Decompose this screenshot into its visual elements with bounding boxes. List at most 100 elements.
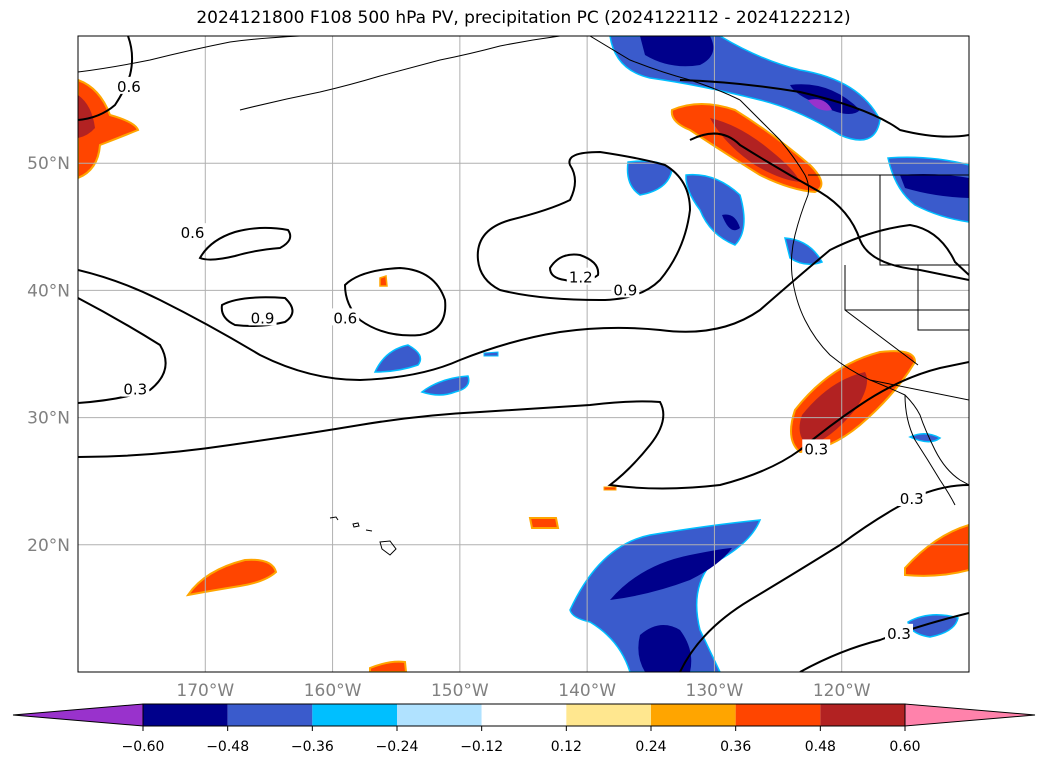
- precip-blob-neg: [900, 174, 969, 198]
- precip-blob-neg: [420, 375, 470, 396]
- precip-blob-neg: [483, 351, 499, 357]
- contour-label-bg: [114, 76, 143, 94]
- gridlines: [78, 36, 969, 672]
- pv-contour-0.3-middle: [78, 297, 167, 404]
- colorbar-bin: [143, 704, 228, 726]
- contour-labels: 0.6 0.6 0.9 0.6 1.2 0.9 0.3 0.3 0.3 0.3: [114, 76, 926, 643]
- border-us-mexico: [869, 379, 969, 401]
- precip-blob-neg: [808, 99, 832, 111]
- colorbar-bin: [735, 704, 821, 726]
- chart-title: 2024121800 F108 500 hPa PV, precipitatio…: [196, 8, 851, 28]
- precip-blob-neg: [722, 214, 740, 231]
- contour-label-bg: [802, 439, 831, 457]
- map-frame: [77, 35, 970, 673]
- colorbar-bin: [820, 704, 905, 726]
- lon-tick-label: 160°W: [304, 681, 362, 701]
- precip-blob-neg: [907, 614, 959, 638]
- precip-blob-neg: [908, 433, 942, 443]
- coastline-baja: [904, 394, 956, 506]
- colorbar-bin: [566, 704, 651, 726]
- colorbar: −0.60 −0.48 −0.36 −0.24 −0.12 0.12 0.24 0.36 0.4…: [12, 703, 1036, 755]
- precip-blob-neg: [638, 625, 692, 672]
- contour-label-bg: [331, 308, 360, 326]
- colorbar-tick-label: 0.60: [889, 739, 920, 755]
- contour-label: 0.6: [117, 78, 141, 96]
- precip-blob-neg: [610, 548, 732, 600]
- colorbar-bin: [651, 704, 736, 726]
- precip-shading: [78, 36, 969, 672]
- contour-label: 0.9: [613, 281, 637, 299]
- precip-blob-neg: [373, 344, 422, 373]
- contour-label-bg: [121, 379, 150, 397]
- lon-tick-label: 150°W: [431, 681, 489, 701]
- lat-tick-label: 20°N: [27, 536, 70, 556]
- contour-label: 0.3: [123, 381, 147, 399]
- contour-label: 0.3: [900, 490, 924, 508]
- hawaii-islands: [329, 516, 397, 556]
- pv-contour-1.2: [548, 253, 600, 283]
- contour-label: 0.3: [804, 440, 828, 458]
- colorbar-extend-min: [12, 703, 144, 727]
- lat-tick-label: 50°N: [27, 154, 70, 174]
- precip-blob-pos: [904, 523, 969, 577]
- lat-tick-label: 40°N: [27, 281, 70, 301]
- colorbar-extend-max: [904, 703, 1036, 727]
- colorbar-bin: [227, 704, 313, 726]
- colorbar-bin: [481, 704, 567, 726]
- contour-label-bg: [611, 280, 640, 298]
- coastlines: [78, 36, 969, 556]
- precip-blob-pos: [799, 372, 868, 446]
- precip-blob-pos: [78, 95, 95, 138]
- colorbar-tick-label: 0.12: [551, 739, 582, 755]
- lon-tick-label: 120°W: [813, 681, 871, 701]
- lon-tick-label: 140°W: [558, 681, 616, 701]
- pv-contour-0.3-ssw: [799, 612, 969, 672]
- contour-label: 0.9: [251, 309, 275, 327]
- contour-label: 0.6: [333, 309, 357, 327]
- precip-blob-pos: [603, 486, 617, 491]
- precip-blob-pos: [185, 558, 278, 597]
- colorbar-frame: [142, 703, 906, 727]
- colorbar-bin: [397, 704, 482, 726]
- contour-label-bg: [884, 623, 913, 641]
- colorbar-tick-label: −0.48: [206, 739, 249, 755]
- border-states: [844, 175, 969, 366]
- colorbar-tick-label: −0.36: [291, 739, 334, 755]
- lat-tick-label: 30°N: [27, 409, 70, 429]
- precip-blob-neg: [784, 237, 824, 265]
- colorbar-tick-label: −0.60: [122, 739, 165, 755]
- pv-contour-0.9-ak: [679, 79, 969, 138]
- pv-contour-0.3-far-north: [78, 223, 969, 382]
- colorbar-tick-label: 0.48: [805, 739, 836, 755]
- contour-label: 1.2: [569, 269, 593, 287]
- contour-label-bg: [897, 489, 926, 507]
- precip-blob-pos: [710, 118, 800, 182]
- contour-label: 0.6: [181, 224, 205, 242]
- pv-contour-0.9-main: [476, 150, 692, 302]
- coastline-alaska: [78, 36, 741, 111]
- colorbar-tick-label: 0.36: [720, 739, 751, 755]
- pv-contour-0.6-small: [198, 226, 292, 261]
- lat-labels: 20°N 30°N 40°N 50°N: [27, 154, 70, 556]
- precip-blob-pos: [78, 78, 140, 180]
- pv-contour-0.3-se: [679, 484, 969, 672]
- pv-contour-0.9-small: [220, 296, 294, 327]
- lon-labels: 170°W 160°W 150°W 140°W 130°W 120°W: [176, 681, 870, 701]
- coastline-westcoast: [790, 194, 969, 486]
- colorbar-bin: [312, 704, 397, 726]
- contour-label: 0.3: [887, 625, 911, 643]
- precip-blob-pos: [379, 274, 388, 287]
- map-content: 0.6 0.6 0.9 0.6 1.2 0.9 0.3 0.3 0.3 0.3: [78, 36, 969, 672]
- precip-blob-neg: [640, 36, 714, 67]
- contour-label-bg: [178, 223, 207, 241]
- contour-label-bg: [248, 308, 277, 326]
- lon-tick-label: 130°W: [686, 681, 744, 701]
- colorbar-tick-label: −0.12: [460, 739, 503, 755]
- precip-blob-pos: [369, 660, 408, 672]
- pv-contour-0.9-bc: [689, 132, 969, 281]
- contour-label-bg: [566, 267, 595, 285]
- colorbar-tick-label: 0.24: [635, 739, 666, 755]
- precip-blob-pos: [528, 517, 560, 529]
- colorbar-tick-label: −0.24: [376, 739, 419, 755]
